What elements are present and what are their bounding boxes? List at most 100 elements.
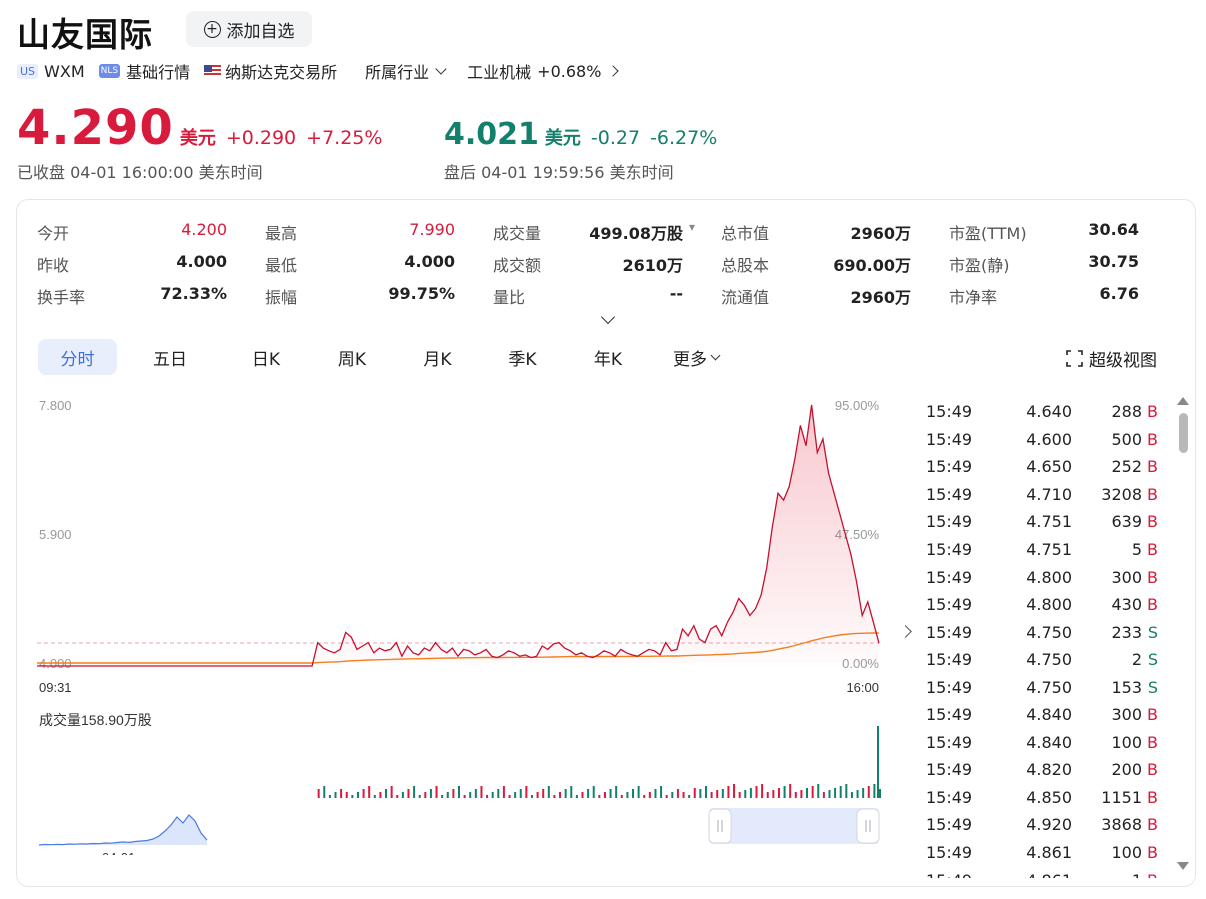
chevron-right-icon[interactable] (899, 625, 912, 638)
tick-vol: 1 (1072, 871, 1142, 878)
expand-stats-chevron-icon[interactable] (600, 309, 616, 325)
stat-cell: 换手率 72.33% (37, 284, 265, 308)
stat-value: 4.000 (176, 252, 227, 271)
tab-3[interactable]: 周K (309, 339, 395, 375)
stat-cell: 市盈(TTM) 30.64 (949, 220, 1177, 244)
tick-time: 15:49 (926, 815, 973, 835)
volume-bar (789, 784, 792, 798)
last-price-block: 4.290 美元 +0.290 +7.25% (17, 100, 382, 156)
tab-label: 五日 (153, 349, 187, 370)
tab-6[interactable]: 年K (565, 339, 651, 375)
tick-row: 15:49 4.750 233 S (922, 618, 1182, 646)
tick-side: B (1142, 871, 1158, 878)
volume-bar (368, 786, 371, 798)
volume-bar (536, 792, 539, 798)
tick-row: 15:49 4.650 252 B (922, 453, 1182, 481)
tab-1[interactable]: 五日 (117, 339, 223, 375)
tick-row: 15:49 4.640 288 B (922, 398, 1182, 426)
tick-price: 4.861 (1026, 843, 1072, 863)
range-handle-left[interactable] (708, 808, 732, 844)
stats-row: 换手率 72.33% 振幅 99.75% 量比 -- 流通值 2960万 市净率 6.76 (37, 280, 1177, 312)
volume-bar (559, 792, 562, 798)
volume-bar (721, 789, 724, 798)
tab-5[interactable]: 季K (480, 339, 565, 375)
stat-cell[interactable]: 总市值 ▾ 2960万 (689, 220, 949, 244)
volume-bar (879, 789, 881, 798)
after-hours-change: -0.27 (590, 127, 641, 149)
volume-bar (626, 792, 629, 798)
stat-label: 今开 (37, 224, 70, 243)
stats-grid: 今开 4.200 最高 7.990 成交量 499.08万股 总市值 ▾ 2960万 市盈(TTM… (37, 216, 1177, 312)
tick-row: 15:49 4.751 5 B (922, 536, 1182, 564)
tab-4[interactable]: 月K (395, 339, 480, 375)
tab-label: 月K (423, 349, 452, 370)
tick-vol: 200 (1111, 760, 1142, 780)
scroll-down-icon[interactable] (1177, 862, 1189, 870)
quote-level[interactable]: 基础行情 (126, 63, 191, 82)
volume-bar (519, 789, 522, 798)
stat-value: 2610万 (622, 256, 683, 275)
volume-bar (491, 792, 494, 798)
volume-bar (877, 726, 879, 798)
stat-cell: 市盈(静) 30.75 (949, 252, 1177, 276)
tick-side: B (1147, 787, 1158, 807)
tick-price: 4.820 (1026, 760, 1072, 780)
tick-vol: 288 (1111, 402, 1142, 422)
tick-row: 15:49 4.920 3868 B (922, 811, 1182, 839)
range-handle-right[interactable] (856, 808, 880, 844)
super-view-button[interactable]: 超级视图 (1066, 346, 1157, 371)
stat-value: 499.08万股 (589, 224, 683, 243)
volume-bar (598, 795, 601, 798)
stat-value: 30.64 (1088, 220, 1139, 239)
quote-card: 今开 4.200 最高 7.990 成交量 499.08万股 总市值 ▾ 2960万 市盈(TTM… (16, 199, 1196, 887)
caret-down-icon: ▾ (689, 220, 696, 234)
stat-value: 4.000 (404, 252, 455, 271)
tab-7[interactable]: 更多 (651, 339, 741, 375)
volume-bar (710, 792, 713, 798)
overview-area (39, 815, 207, 845)
volume-bar (811, 786, 814, 798)
stat-label: 市净率 (949, 288, 998, 307)
scroll-up-icon[interactable] (1177, 397, 1189, 405)
volume-bar (424, 792, 427, 798)
tick-side: S (1147, 677, 1158, 697)
volume-bar (828, 790, 831, 798)
page-title: 山友国际 (17, 15, 153, 54)
last-price: 4.290 (17, 100, 174, 156)
tick-time: 15:49 (926, 540, 973, 559)
volume-bar (592, 786, 595, 798)
volume-bar (407, 789, 410, 798)
industry-link[interactable]: 工业机械 +0.68% (467, 59, 620, 83)
volume-bar (340, 789, 343, 798)
volume-bar (839, 786, 842, 798)
tick-vol: 3208 (1101, 484, 1142, 504)
tick-time: 15:49 (926, 429, 973, 449)
tick-list[interactable]: 15:49 4.640 288 B 15:49 4.600 500 B 15:49 4.650 25… (922, 398, 1182, 878)
tick-side: B (1147, 705, 1158, 725)
tab-0[interactable]: 分时 (38, 339, 117, 375)
x-end-label: 16:00 (846, 680, 879, 695)
volume-bar (508, 795, 511, 798)
industry-name: 工业机械 (467, 63, 532, 82)
stats-row: 昨收 4.000 最低 4.000 成交额 2610万 总股本 690.00万 市盈(静) 30.… (37, 248, 1177, 280)
tick-price: 4.751 (1026, 512, 1072, 532)
volume-bar (777, 788, 780, 798)
tick-row: 15:49 4.840 100 B (922, 729, 1182, 757)
tick-side: S (1147, 622, 1158, 642)
tick-price: 4.840 (1026, 705, 1072, 725)
industry-dropdown[interactable]: 所属行业 (365, 59, 447, 83)
after-hours-block: 4.021 美元 -0.27 -6.27% (444, 117, 717, 152)
tick-price: 4.800 (1026, 595, 1072, 615)
intraday-chart[interactable]: 7.8005.9004.00095.00%47.50%0.00%09:3116:… (37, 395, 887, 855)
volume-bar (834, 788, 837, 798)
add-watchlist-button[interactable]: + 添加自选 (186, 11, 312, 47)
volume-bar (643, 795, 646, 798)
stat-label: 成交量 (493, 224, 542, 243)
volume-bar (351, 795, 354, 798)
tick-side: B (1147, 512, 1158, 532)
stat-label: 昨收 (37, 256, 70, 275)
tab-2[interactable]: 日K (223, 339, 309, 375)
scrollbar-thumb[interactable] (1179, 413, 1188, 453)
volume-bar (345, 792, 348, 798)
volume-bar (446, 792, 449, 798)
